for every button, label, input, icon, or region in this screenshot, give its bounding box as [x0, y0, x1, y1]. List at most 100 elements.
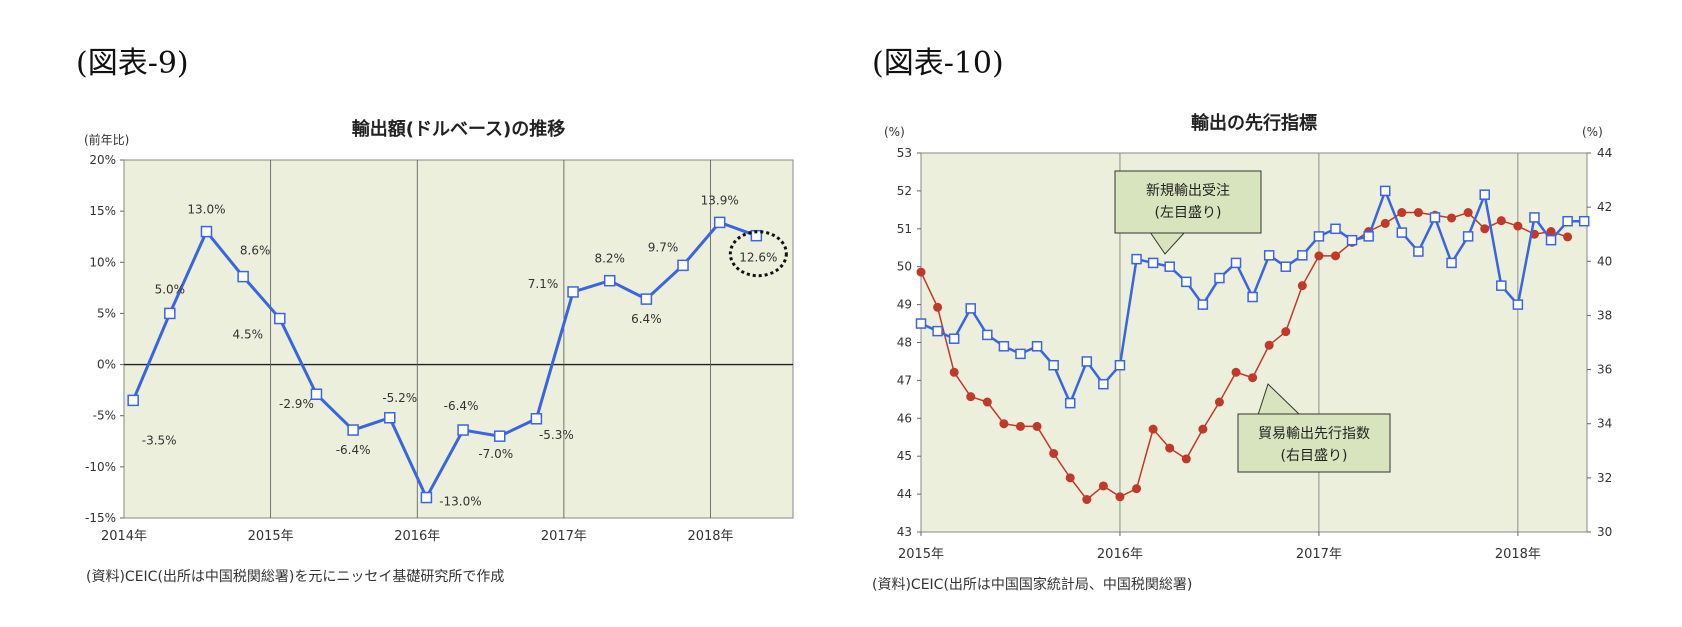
- data-point-new-orders: [1346, 234, 1358, 246]
- data-point-new-orders: [1529, 212, 1540, 223]
- y-tick-label-right: 30: [1597, 525, 1612, 539]
- data-point: [603, 274, 616, 287]
- data-point-new-orders: [1147, 257, 1159, 269]
- data-point-new-orders: [1247, 291, 1258, 303]
- data-point: [347, 424, 359, 436]
- data-point: [200, 225, 213, 238]
- data-point-new-orders: [1031, 341, 1043, 352]
- data-point-trade-index: [916, 267, 926, 277]
- data-point: [530, 413, 543, 425]
- data-point-trade-index: [1480, 224, 1490, 234]
- x-tick-label: 2018年: [1495, 547, 1541, 562]
- data-point-trade-index: [1447, 213, 1457, 223]
- y-tick-label-right: 32: [1597, 471, 1612, 485]
- data-point-new-orders: [1578, 215, 1590, 227]
- y-tick-label: -5%: [93, 409, 116, 423]
- data-point: [713, 216, 726, 229]
- data-point: [237, 270, 249, 283]
- data-point: [493, 430, 506, 442]
- chart-title: 輸出額(ドルベース)の推移: [352, 118, 566, 140]
- data-point-new-orders: [915, 318, 927, 329]
- data-point-new-orders: [965, 303, 976, 314]
- data-label: -5.2%: [382, 391, 417, 405]
- figure-label-left: (図表-9): [76, 46, 189, 81]
- data-point-trade-index: [933, 302, 943, 312]
- data-point-new-orders: [1214, 272, 1225, 284]
- data-point-trade-index: [966, 392, 976, 402]
- source-note-right: (資料)CEIC(出所は中国国家統計局、中国税関総署): [872, 577, 1193, 593]
- y-axis-label-right: (%): [1582, 125, 1603, 139]
- data-point-new-orders: [1064, 397, 1076, 409]
- y-tick-label: -15%: [85, 511, 116, 525]
- data-point-trade-index: [1049, 448, 1059, 458]
- y-tick-label-left: 51: [897, 222, 912, 236]
- data-label: -6.4%: [336, 443, 371, 457]
- data-point-new-orders: [1363, 231, 1374, 242]
- x-tick-label: 2015年: [248, 529, 294, 544]
- data-label: -6.4%: [444, 399, 479, 413]
- y-tick-label-left: 45: [897, 449, 912, 463]
- data-point-new-orders: [1297, 250, 1308, 261]
- data-point-new-orders: [1396, 227, 1408, 238]
- data-point-trade-index: [1231, 367, 1241, 377]
- data-point-trade-index: [1132, 484, 1142, 494]
- data-point-trade-index: [1563, 232, 1573, 242]
- x-tick-label: 2018年: [687, 529, 733, 544]
- callout-new-orders-axis-note: (左目盛り): [1155, 205, 1222, 221]
- data-point-new-orders: [1562, 215, 1573, 227]
- data-point-trade-index: [982, 397, 992, 407]
- y-tick-label-left: 44: [897, 487, 912, 501]
- y-tick-label-left: 53: [897, 146, 912, 160]
- data-point-trade-index: [1115, 492, 1125, 502]
- y-tick-label-left: 49: [897, 298, 912, 312]
- y-tick-label-left: 52: [897, 184, 912, 198]
- data-point-trade-index: [1165, 443, 1175, 453]
- y-tick-label: 10%: [89, 255, 116, 269]
- data-point: [677, 259, 689, 272]
- data-point: [164, 307, 176, 320]
- y-tick-label-left: 47: [897, 373, 912, 387]
- y-tick-label: 15%: [89, 204, 116, 218]
- data-label: -7.0%: [478, 447, 513, 461]
- data-point-trade-index: [1065, 473, 1075, 483]
- x-tick-label: 2016年: [394, 529, 440, 544]
- y-tick-label-left: 48: [897, 336, 912, 350]
- data-point-trade-index: [949, 367, 959, 377]
- y-axis-label: (前年比): [84, 132, 129, 147]
- data-point-trade-index: [1032, 421, 1042, 431]
- data-point-new-orders: [1313, 231, 1325, 242]
- y-tick-label-left: 46: [897, 411, 912, 425]
- y-tick-label-left: 43: [897, 525, 912, 539]
- data-point-new-orders: [1479, 189, 1490, 200]
- data-label: 7.1%: [528, 277, 559, 291]
- data-label: -5.3%: [539, 428, 574, 442]
- data-point-new-orders: [1446, 257, 1457, 269]
- callout-trade-index-box: [1237, 413, 1391, 473]
- data-point-trade-index: [1281, 327, 1291, 337]
- data-point-new-orders: [1098, 378, 1109, 390]
- data-point: [127, 394, 139, 407]
- figure-label-right: (図表-10): [872, 46, 1004, 81]
- data-point-trade-index: [1463, 208, 1473, 218]
- data-point-new-orders: [1429, 212, 1441, 223]
- data-point-new-orders: [1545, 234, 1557, 246]
- data-point-trade-index: [1297, 281, 1307, 291]
- data-point-trade-index: [1148, 424, 1158, 434]
- plot-area: [123, 159, 794, 519]
- data-point-new-orders: [1164, 261, 1175, 272]
- data-point-trade-index: [1198, 424, 1208, 434]
- data-point-new-orders: [1197, 299, 1209, 310]
- callout-new-orders-name: 新規輸出受注: [1146, 183, 1230, 199]
- data-point-new-orders: [1263, 250, 1275, 261]
- data-point: [457, 424, 469, 436]
- data-point-new-orders: [1496, 280, 1507, 291]
- y-tick-label: 5%: [97, 306, 116, 320]
- data-point: [384, 412, 396, 424]
- data-point-new-orders: [948, 333, 960, 344]
- data-point-trade-index: [1181, 454, 1191, 464]
- x-tick-label: 2017年: [541, 529, 587, 544]
- callout-trade-index-axis-note: (右目盛り): [1281, 448, 1348, 464]
- data-point-trade-index: [1496, 216, 1506, 226]
